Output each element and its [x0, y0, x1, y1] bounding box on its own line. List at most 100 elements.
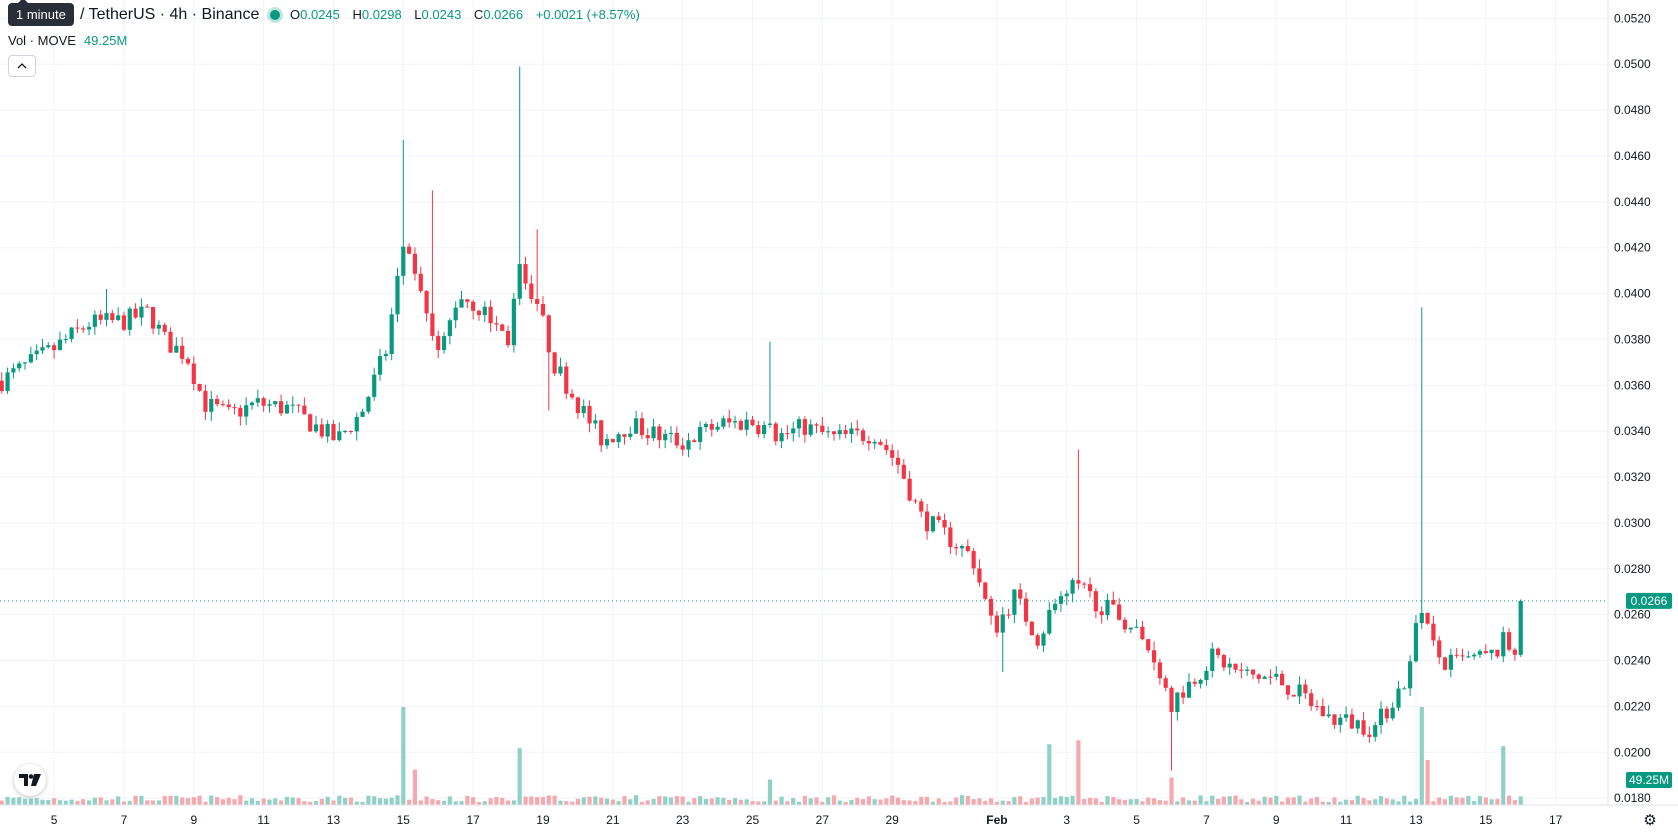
volume-bar	[1082, 799, 1087, 805]
candle-body	[447, 320, 452, 337]
tradingview-logo-icon[interactable]	[14, 764, 46, 796]
candle-body	[1076, 580, 1081, 584]
candle-body	[325, 424, 330, 437]
volume-bar	[1332, 797, 1337, 805]
candle-body	[750, 419, 755, 426]
volume-bar	[715, 797, 720, 805]
volume-bar	[686, 801, 691, 805]
volume-bar	[145, 800, 150, 805]
time-tick-label: 15	[397, 813, 411, 827]
volume-bar	[226, 797, 231, 805]
volume-bar	[1460, 797, 1465, 805]
volume-bar	[313, 801, 319, 805]
price-axis[interactable]: 0.0520 0.0500 0.0480 0.0460 0.0440 0.0420 0.04…	[1614, 11, 1651, 805]
candle-body	[1408, 661, 1413, 689]
candle-body	[11, 368, 16, 373]
candle-body	[1210, 648, 1215, 671]
candle-body	[1250, 669, 1256, 675]
volume-bar	[325, 796, 330, 805]
candle-body	[1402, 688, 1407, 690]
price-tick-label: 0.0520	[1614, 11, 1651, 25]
candle-body	[535, 298, 540, 304]
volume-bar	[756, 801, 761, 805]
price-tick-label: 0.0360	[1614, 378, 1651, 392]
volume-bar	[523, 796, 528, 805]
candle-body	[831, 431, 837, 435]
candle-body	[948, 527, 953, 548]
volume-bar	[843, 801, 848, 805]
candle-body	[1495, 649, 1500, 657]
candle-body	[1303, 684, 1308, 694]
candle-body	[121, 315, 127, 330]
volume-legend-value: 49.25M	[83, 33, 128, 48]
volume-bar	[1373, 799, 1378, 805]
candle-body	[1140, 626, 1145, 640]
symbol-title[interactable]: / TetherUS · 4h · Binance	[80, 6, 260, 23]
market-status-dot[interactable]	[270, 10, 280, 20]
candle-body	[593, 420, 598, 424]
price-tick-label: 0.0200	[1614, 745, 1651, 759]
volume-bar	[11, 797, 16, 805]
candle-body	[1239, 669, 1244, 671]
candle-body	[808, 424, 813, 435]
candle-body	[959, 545, 965, 549]
candle-body	[1425, 612, 1430, 624]
volume-bar	[773, 800, 778, 805]
volume-bar	[488, 798, 493, 805]
time-axis[interactable]: 5 7 9 11 13 15 17 19 21 23 25 27 29 Feb 3 5 7 9 11 13 15 17	[51, 813, 1563, 827]
volume-bar	[232, 799, 237, 805]
volume-bar	[994, 801, 1000, 805]
volume-bar	[28, 798, 33, 805]
volume-bar	[1087, 797, 1093, 805]
volume-bar	[418, 800, 423, 805]
volume-bar	[1390, 799, 1395, 805]
volume-bar	[599, 797, 604, 805]
candle-body	[203, 390, 208, 412]
candle-body	[686, 440, 691, 450]
volume-bar	[965, 795, 970, 805]
candle-body	[569, 393, 575, 398]
volume-bar	[657, 796, 662, 805]
volume-bar	[92, 797, 97, 805]
candle-body	[185, 358, 191, 364]
high-value: 0.0298	[361, 7, 402, 22]
volume-bar	[1477, 796, 1483, 805]
volume-bar	[593, 796, 598, 805]
candle-body	[401, 246, 406, 276]
candle-body	[459, 299, 464, 308]
volume-bar	[1489, 799, 1494, 805]
candle-body	[1157, 662, 1162, 679]
volume-bar	[1454, 797, 1459, 805]
candle-body	[1204, 670, 1209, 680]
volume-legend[interactable]: Vol · MOVE 49.25M	[8, 33, 127, 48]
price-tick-label: 0.0240	[1614, 654, 1651, 668]
volume-bar	[1117, 799, 1122, 805]
price-tick-label: 0.0500	[1614, 57, 1651, 71]
price-tick-label: 0.0300	[1614, 516, 1651, 530]
price-tick-label: 0.0180	[1614, 791, 1651, 805]
candle-body	[1291, 694, 1296, 697]
volume-bar	[860, 799, 866, 805]
volume-bar	[901, 800, 906, 805]
volume-bar	[575, 798, 580, 805]
volume-bar	[1303, 801, 1308, 805]
candle-body	[133, 308, 138, 318]
candle-body	[1128, 627, 1133, 630]
candle-body	[1064, 593, 1069, 597]
volume-bar	[924, 796, 930, 805]
volume-bar	[1023, 802, 1029, 805]
volume-bar	[162, 795, 167, 805]
volume-bar	[1314, 797, 1320, 805]
candle-body	[1221, 655, 1226, 668]
volume-bar	[482, 801, 487, 805]
collapse-legend-button[interactable]	[8, 55, 36, 77]
volume-bar	[796, 801, 802, 805]
candle-body	[366, 396, 371, 412]
volume-bar	[1029, 798, 1034, 805]
volume-bar	[581, 797, 586, 805]
candle-body	[162, 324, 167, 332]
gear-icon[interactable]: ⚙	[1643, 812, 1657, 829]
candle-body	[546, 315, 551, 353]
candle-body	[1512, 649, 1517, 655]
